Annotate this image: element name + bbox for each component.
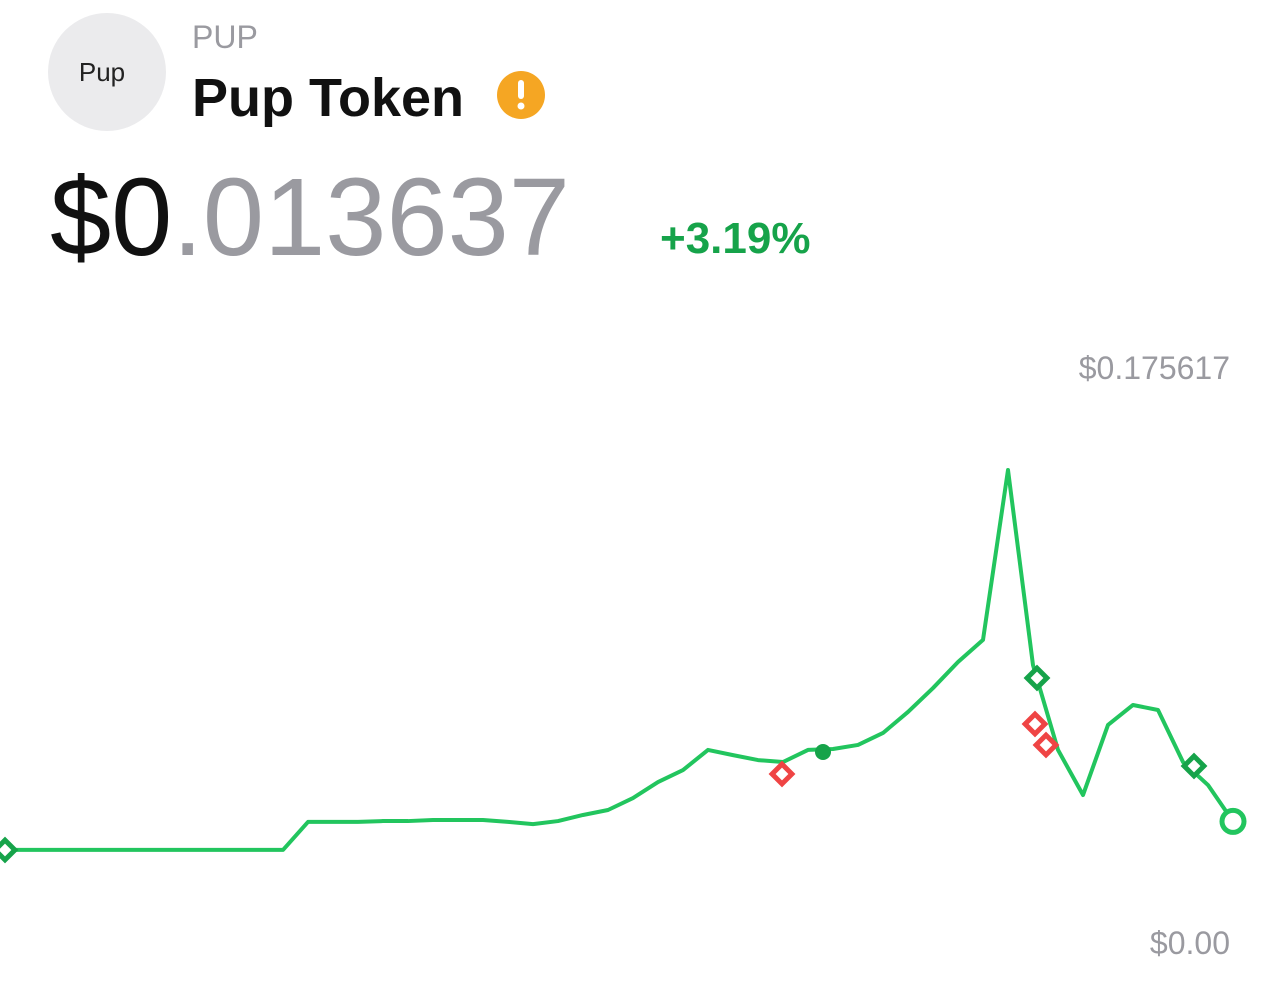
current-point <box>1219 807 1247 835</box>
y-axis-label: $0.00 <box>1150 925 1230 961</box>
price: $0.013637 <box>50 156 570 279</box>
warning-icon[interactable] <box>497 71 545 119</box>
avatar-label: Pup <box>79 57 125 87</box>
price-change: +3.19% <box>660 214 810 263</box>
avatar <box>48 13 166 131</box>
symbol: PUP <box>192 19 258 55</box>
price-line <box>8 468 1235 852</box>
token-name: Pup Token <box>192 68 464 128</box>
trade-markers <box>0 664 1208 864</box>
price-whole: $0 <box>50 156 172 279</box>
y-axis-label: $0.175617 <box>1079 350 1230 386</box>
price-fraction: .013637 <box>172 156 570 279</box>
